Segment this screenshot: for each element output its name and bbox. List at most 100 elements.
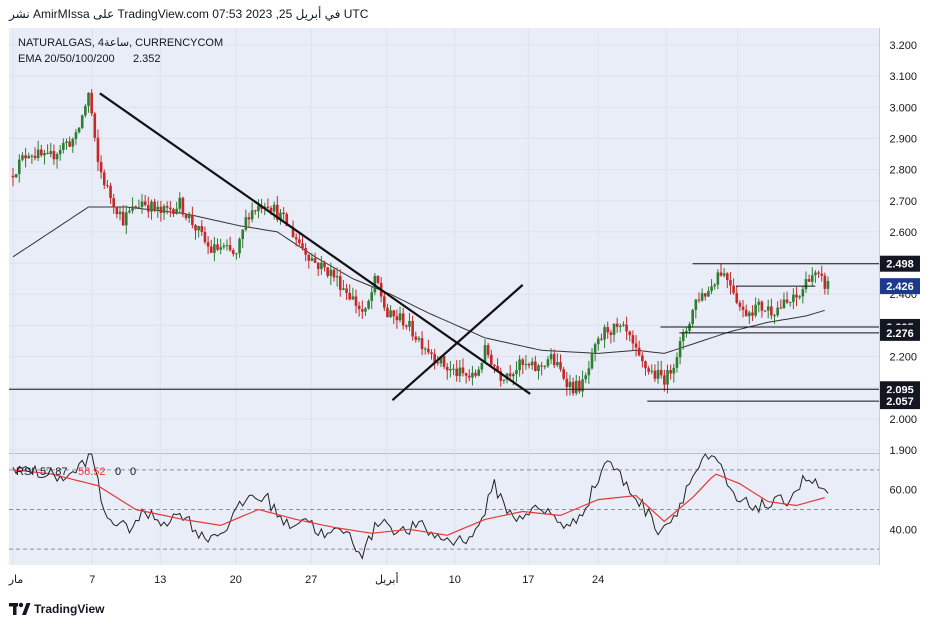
trendlines[interactable]: [99, 92, 531, 401]
candle-body: [194, 225, 197, 231]
candle-body: [552, 354, 556, 366]
candle-body: [427, 348, 430, 353]
candle-body: [225, 245, 229, 247]
time-tick-label: 17: [522, 574, 534, 586]
time-tick-label: 24: [592, 574, 604, 586]
candle-body: [247, 217, 251, 220]
candle-body: [121, 211, 125, 226]
tradingview-logo-icon[interactable]: [9, 602, 31, 616]
candle-body: [508, 373, 512, 377]
candle-body: [58, 149, 62, 155]
candle-body: [96, 137, 100, 162]
candle-body: [118, 211, 122, 215]
candle-body: [235, 253, 238, 255]
candle-body: [518, 359, 521, 371]
candle-body: [694, 299, 698, 310]
candle-body: [370, 292, 374, 301]
price-badge: [880, 278, 920, 295]
published-line: نشر AmirMIssa على TradingView.com 07:53 …: [9, 7, 369, 21]
candle-body: [672, 367, 676, 374]
candle-body: [798, 296, 801, 298]
candle-body: [474, 372, 477, 376]
candle-body: [134, 206, 138, 209]
candle-body: [773, 315, 776, 317]
candle-body: [540, 365, 543, 367]
candle-body: [622, 324, 625, 326]
candle-body: [222, 245, 226, 248]
time-tick-label: 7: [89, 574, 95, 586]
candle-body: [80, 115, 84, 128]
candle-body: [62, 142, 65, 150]
candle-body: [93, 113, 97, 138]
candle-body: [603, 327, 606, 340]
candle-body: [24, 155, 27, 159]
candle-body: [666, 369, 669, 385]
candle-body: [656, 369, 660, 379]
candle-body: [675, 357, 679, 368]
candle-body: [556, 362, 559, 366]
candle-body: [109, 185, 112, 199]
rsi-line: [12, 453, 829, 560]
candle-body: [423, 348, 427, 350]
candle-body: [209, 246, 213, 253]
candle-body: [729, 280, 732, 286]
candle-body: [464, 373, 468, 376]
candle-body: [77, 127, 81, 133]
candle-body: [178, 197, 182, 209]
candle-body: [637, 347, 641, 356]
candle-body: [681, 332, 685, 342]
candle-body: [43, 152, 46, 156]
rsi-axis[interactable]: 60.00 40.00: [889, 485, 917, 537]
time-tick-label: 20: [230, 574, 242, 586]
rsi-tick-label: 40.00: [889, 524, 917, 536]
candle-body: [36, 149, 40, 159]
time-axis[interactable]: مار 7 13 20 27 أبريل 10 17 24: [8, 572, 605, 586]
candle-body: [33, 155, 37, 159]
candle-body: [820, 273, 824, 276]
candle-body: [181, 197, 185, 215]
candle-body: [515, 370, 518, 375]
candle-body: [351, 296, 355, 300]
candle-body: [55, 154, 59, 160]
candle-body: [493, 364, 496, 367]
price-tick-label: 1.900: [889, 445, 917, 457]
candle-body: [367, 300, 370, 309]
candle-body: [754, 304, 757, 316]
candle-body: [191, 214, 194, 226]
candle-body: [17, 159, 21, 175]
rsi-ma-legend-value: 56.52: [78, 466, 106, 478]
price-tick-label: 2.800: [889, 165, 917, 177]
time-tick-label: 27: [305, 574, 317, 586]
rsi-ma-line: [12, 469, 825, 536]
candle-body: [619, 325, 622, 327]
candle-body: [294, 237, 298, 240]
tradingview-brand[interactable]: TradingView: [34, 602, 105, 616]
candle-body: [826, 281, 830, 289]
price-badge: [880, 324, 920, 341]
candle-body: [697, 299, 701, 301]
candle-body: [304, 248, 307, 255]
candle-body: [562, 369, 565, 379]
chart-area[interactable]: 3.2003.1003.0002.9002.8002.7002.6002.500…: [0, 28, 938, 598]
candle-body: [40, 149, 43, 156]
candle-body: [788, 301, 792, 303]
price-badge: [880, 393, 920, 410]
candle-body: [279, 212, 282, 220]
candle-body: [565, 378, 569, 388]
candle-body: [386, 307, 389, 318]
candle-body: [354, 296, 358, 306]
price-tick-label: 2.700: [889, 196, 917, 208]
candle-body: [184, 214, 188, 219]
candle-body: [483, 345, 487, 363]
candle-body: [445, 366, 449, 371]
candle-body: [713, 284, 717, 287]
candle-body: [14, 174, 18, 178]
candle-body: [115, 207, 119, 215]
horizontal-levels[interactable]: [9, 263, 879, 402]
candle-body: [272, 204, 276, 212]
candle-body: [785, 299, 789, 303]
price-tick-label: 2.200: [889, 352, 917, 364]
candle-body: [106, 185, 109, 187]
candle-body: [408, 320, 411, 327]
